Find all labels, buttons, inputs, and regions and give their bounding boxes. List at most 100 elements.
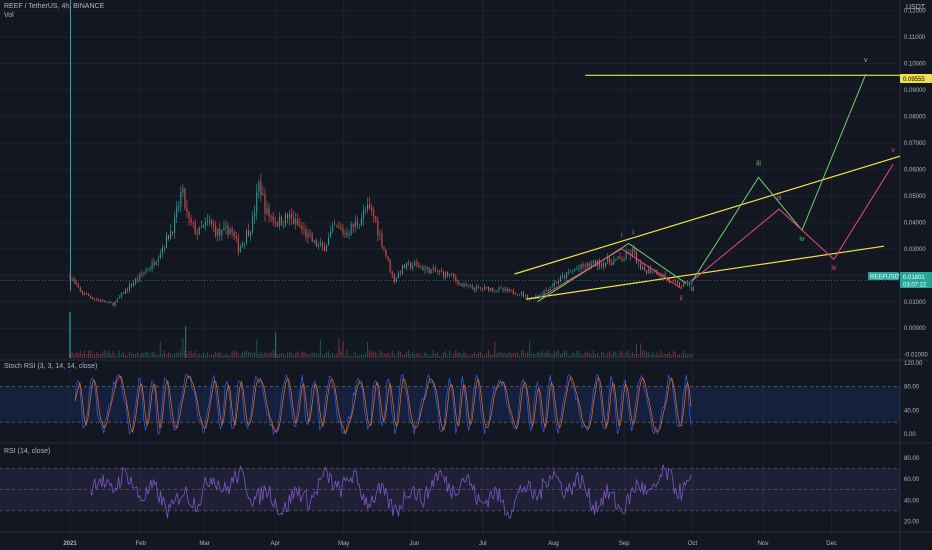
price-candles[interactable] — [69, 0, 693, 308]
candle-body[interactable] — [157, 258, 159, 262]
candle-body[interactable] — [471, 285, 473, 289]
candle-body[interactable] — [272, 216, 274, 222]
candle-body[interactable] — [393, 274, 395, 282]
candle-body[interactable] — [338, 225, 340, 228]
candle-body[interactable] — [85, 293, 87, 295]
candle-body[interactable] — [194, 223, 196, 234]
candle-body[interactable] — [465, 284, 467, 287]
candle-body[interactable] — [498, 287, 500, 291]
candle-body[interactable] — [479, 287, 481, 289]
candle-body[interactable] — [574, 269, 576, 271]
candle-body[interactable] — [73, 278, 75, 282]
candle-body[interactable] — [369, 204, 371, 209]
candle-body[interactable] — [260, 182, 262, 196]
candle-body[interactable] — [613, 260, 615, 265]
candle-body[interactable] — [75, 281, 77, 285]
candle-body[interactable] — [681, 286, 683, 287]
candle-body[interactable] — [484, 286, 486, 290]
candle-body[interactable] — [180, 192, 182, 206]
candle-body[interactable] — [451, 273, 453, 275]
candle-body[interactable] — [547, 290, 549, 291]
candle-body[interactable] — [326, 245, 328, 251]
drawing-wave_green[interactable] — [692, 73, 867, 281]
candle-body[interactable] — [488, 287, 490, 291]
candle-body[interactable] — [518, 294, 520, 296]
candle-body[interactable] — [284, 214, 286, 225]
rsi-title[interactable]: RSI (14, close) — [4, 448, 51, 455]
candle-body[interactable] — [625, 252, 627, 260]
candle-body[interactable] — [110, 301, 112, 303]
candle-body[interactable] — [346, 233, 348, 236]
candle-body[interactable] — [332, 225, 334, 232]
candle-body[interactable] — [268, 207, 270, 217]
candle-body[interactable] — [192, 222, 194, 224]
candle-body[interactable] — [598, 260, 600, 267]
candle-body[interactable] — [566, 272, 568, 279]
candle-body[interactable] — [168, 234, 170, 239]
candle-body[interactable] — [562, 275, 564, 277]
candle-body[interactable] — [172, 231, 174, 234]
candle-body[interactable] — [395, 278, 397, 282]
stoch-d-line[interactable] — [74, 375, 692, 434]
candle-body[interactable] — [336, 225, 338, 226]
candle-body[interactable] — [623, 259, 625, 261]
candle-body[interactable] — [611, 262, 613, 265]
candle-body[interactable] — [342, 229, 344, 234]
candle-body[interactable] — [449, 273, 451, 276]
candle-body[interactable] — [545, 290, 547, 291]
candle-body[interactable] — [124, 289, 126, 295]
candle-body[interactable] — [399, 273, 401, 274]
candle-body[interactable] — [447, 271, 449, 276]
candle-body[interactable] — [578, 268, 580, 269]
candle-body[interactable] — [516, 294, 518, 296]
candle-body[interactable] — [184, 188, 186, 208]
candle-body[interactable] — [264, 193, 266, 214]
candle-body[interactable] — [592, 260, 594, 264]
candle-body[interactable] — [379, 233, 381, 235]
candle-body[interactable] — [492, 287, 494, 291]
candle-body[interactable] — [525, 294, 527, 297]
candle-body[interactable] — [385, 249, 387, 257]
candle-body[interactable] — [131, 284, 133, 286]
candle-body[interactable] — [590, 263, 592, 267]
candle-body[interactable] — [619, 256, 621, 259]
candle-body[interactable] — [543, 290, 545, 295]
candle-body[interactable] — [389, 259, 391, 272]
candle-body[interactable] — [434, 268, 436, 272]
candle-body[interactable] — [213, 223, 215, 227]
candle-body[interactable] — [317, 244, 319, 247]
candle-body[interactable] — [607, 257, 609, 263]
candle-body[interactable] — [605, 262, 607, 267]
candle-body[interactable] — [358, 224, 360, 226]
candle-body[interactable] — [163, 247, 165, 249]
candle-body[interactable] — [106, 302, 108, 303]
candle-body[interactable] — [391, 271, 393, 275]
candle-body[interactable] — [176, 207, 178, 218]
candle-body[interactable] — [297, 218, 299, 225]
candle-body[interactable] — [436, 271, 438, 272]
candle-body[interactable] — [223, 227, 225, 231]
candle-body[interactable] — [241, 243, 243, 247]
candle-body[interactable] — [108, 301, 110, 303]
candle-body[interactable] — [412, 265, 414, 269]
candle-body[interactable] — [496, 290, 498, 292]
candle-body[interactable] — [315, 240, 317, 247]
drawing-lower_channel[interactable] — [525, 245, 885, 300]
candle-body[interactable] — [559, 276, 561, 281]
candle-body[interactable] — [455, 277, 457, 281]
candle-body[interactable] — [245, 230, 247, 243]
candle-body[interactable] — [147, 269, 149, 271]
candle-body[interactable] — [549, 287, 551, 291]
candle-body[interactable] — [621, 258, 623, 261]
candle-body[interactable] — [508, 289, 510, 291]
candle-body[interactable] — [170, 231, 172, 239]
candle-body[interactable] — [469, 285, 471, 287]
candle-body[interactable] — [660, 275, 662, 277]
candle-body[interactable] — [248, 230, 250, 236]
candle-body[interactable] — [603, 263, 605, 267]
candle-body[interactable] — [631, 249, 633, 256]
candle-body[interactable] — [266, 207, 268, 214]
drawing-upper_channel[interactable] — [514, 155, 901, 275]
candle-body[interactable] — [644, 266, 646, 271]
